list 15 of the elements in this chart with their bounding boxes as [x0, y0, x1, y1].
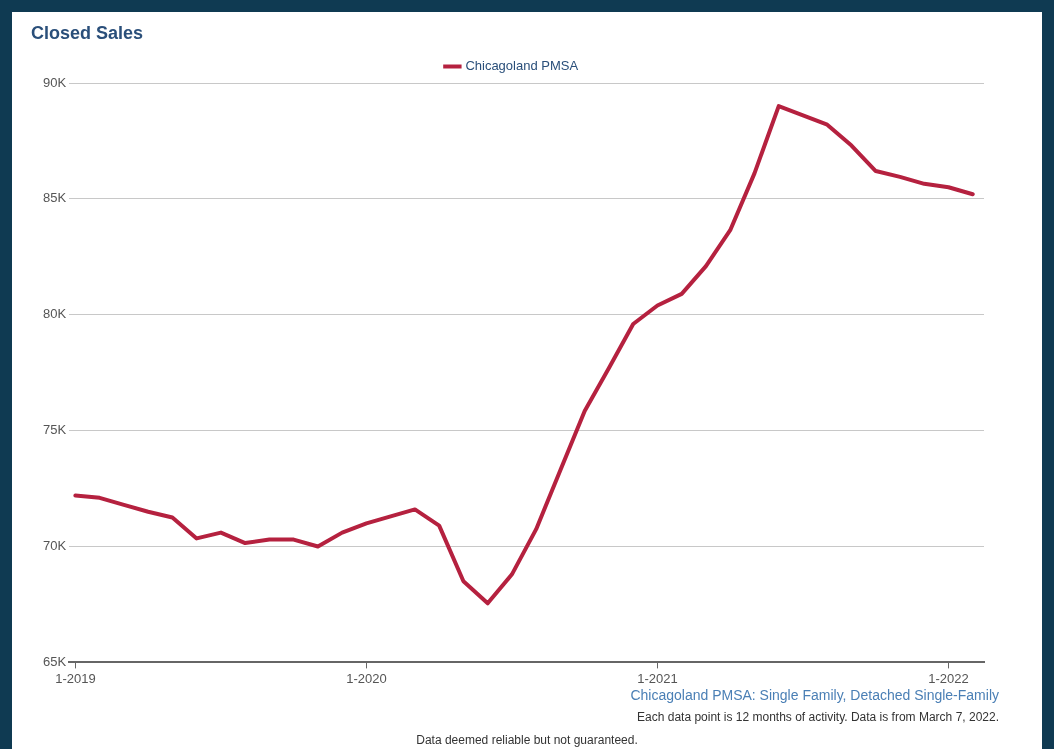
- y-tick-label: 70K: [42, 538, 67, 554]
- x-tick-label: 1-2021: [637, 670, 678, 686]
- text: Each data point is 12 months of activity. Data is from March 7, 2022.: [637, 710, 999, 724]
- legend-label: Chicagoland PMSA: [465, 58, 579, 74]
- y-tick-label: 80K: [42, 306, 67, 322]
- x-tick-label: 1-2019: [55, 670, 96, 686]
- y-tick-label: 75K: [42, 422, 67, 438]
- y-tick-label: 85K: [42, 190, 67, 206]
- y-tick-label: 65K: [42, 653, 67, 669]
- text: Chicagoland PMSA: Single Family, Detached Single-Family: [630, 687, 999, 703]
- text: Data deemed reliable but not guaranteed.: [415, 733, 639, 747]
- chart-title: Closed Sales: [31, 23, 144, 44]
- x-tick-label: 1-2020: [346, 670, 387, 686]
- y-tick-label: 90K: [42, 74, 67, 90]
- x-tick-label: 1-2022: [928, 670, 969, 686]
